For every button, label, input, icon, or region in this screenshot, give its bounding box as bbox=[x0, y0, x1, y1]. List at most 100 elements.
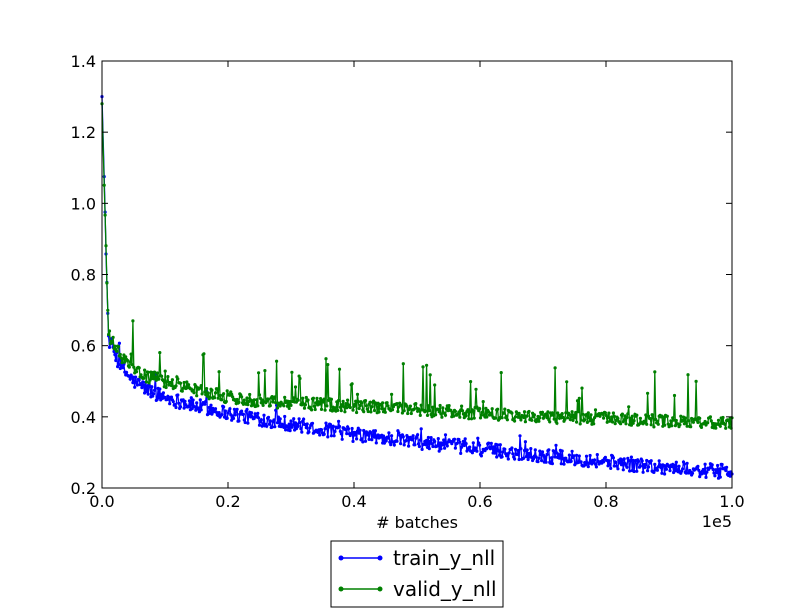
data-point-valid_y_nll bbox=[686, 373, 690, 377]
data-point-valid_y_nll bbox=[275, 359, 279, 363]
data-point-valid_y_nll bbox=[342, 405, 346, 409]
data-point-train_y_nll bbox=[652, 470, 656, 474]
data-point-valid_y_nll bbox=[255, 398, 259, 402]
data-point-train_y_nll bbox=[326, 435, 330, 439]
data-point-valid_y_nll bbox=[290, 370, 294, 374]
data-point-valid_y_nll bbox=[350, 382, 354, 386]
data-point-train_y_nll bbox=[717, 467, 722, 471]
data-point-train_y_nll bbox=[513, 457, 517, 461]
data-point-valid_y_nll bbox=[348, 405, 352, 410]
data-point-train_y_nll bbox=[458, 440, 462, 444]
data-point-train_y_nll bbox=[522, 448, 527, 453]
data-point-valid_y_nll bbox=[447, 404, 451, 408]
data-point-valid_y_nll bbox=[111, 335, 115, 339]
data-point-train_y_nll bbox=[515, 452, 519, 457]
data-point-train_y_nll bbox=[196, 406, 201, 410]
data-point-valid_y_nll bbox=[612, 414, 616, 418]
data-point-train_y_nll bbox=[187, 399, 192, 403]
data-point-train_y_nll bbox=[720, 462, 724, 467]
data-point-valid_y_nll bbox=[439, 412, 443, 416]
data-point-train_y_nll bbox=[584, 454, 589, 458]
data-point-valid_y_nll bbox=[144, 380, 148, 384]
data-point-train_y_nll bbox=[417, 444, 421, 449]
data-point-train_y_nll bbox=[247, 413, 251, 417]
data-point-train_y_nll bbox=[649, 459, 653, 463]
data-point-valid_y_nll bbox=[505, 414, 509, 418]
data-point-train_y_nll bbox=[557, 456, 562, 460]
data-point-valid_y_nll bbox=[449, 408, 453, 412]
data-point-train_y_nll bbox=[443, 446, 447, 450]
data-point-valid_y_nll bbox=[337, 398, 341, 403]
data-point-valid_y_nll bbox=[424, 409, 428, 413]
data-point-valid_y_nll bbox=[669, 419, 673, 423]
data-point-valid_y_nll bbox=[103, 213, 107, 217]
data-point-valid_y_nll bbox=[185, 380, 189, 384]
data-point-train_y_nll bbox=[682, 462, 687, 466]
data-point-train_y_nll bbox=[150, 385, 154, 389]
data-point-valid_y_nll bbox=[578, 422, 582, 426]
data-point-train_y_nll bbox=[157, 395, 161, 400]
data-point-valid_y_nll bbox=[665, 414, 669, 418]
data-point-train_y_nll bbox=[480, 450, 484, 454]
data-point-train_y_nll bbox=[429, 436, 433, 440]
data-point-valid_y_nll bbox=[469, 380, 473, 384]
legend-marker-valid-end bbox=[377, 586, 383, 592]
data-point-train_y_nll bbox=[463, 437, 467, 441]
data-point-train_y_nll bbox=[554, 443, 558, 447]
data-point-valid_y_nll bbox=[645, 422, 649, 426]
data-point-train_y_nll bbox=[171, 400, 175, 404]
data-point-valid_y_nll bbox=[575, 399, 580, 403]
data-point-valid_y_nll bbox=[500, 416, 504, 420]
data-point-train_y_nll bbox=[397, 431, 401, 435]
data-point-train_y_nll bbox=[233, 413, 237, 417]
data-point-valid_y_nll bbox=[147, 381, 151, 385]
data-point-valid_y_nll bbox=[560, 412, 564, 416]
data-point-train_y_nll bbox=[513, 447, 518, 451]
data-point-valid_y_nll bbox=[672, 393, 677, 398]
data-point-train_y_nll bbox=[245, 407, 249, 412]
data-point-valid_y_nll bbox=[619, 422, 623, 426]
data-point-train_y_nll bbox=[715, 471, 719, 475]
data-point-train_y_nll bbox=[443, 433, 448, 437]
data-point-valid_y_nll bbox=[257, 371, 261, 375]
x-tick-label: 0.4 bbox=[341, 492, 366, 511]
data-point-train_y_nll bbox=[628, 469, 632, 473]
data-point-train_y_nll bbox=[278, 417, 282, 421]
data-point-train_y_nll bbox=[166, 394, 170, 398]
data-point-train_y_nll bbox=[459, 451, 463, 455]
data-point-train_y_nll bbox=[557, 453, 561, 457]
data-point-train_y_nll bbox=[373, 429, 377, 433]
data-point-train_y_nll bbox=[496, 449, 501, 453]
data-point-train_y_nll bbox=[681, 467, 685, 471]
data-point-valid_y_nll bbox=[577, 396, 581, 400]
data-point-train_y_nll bbox=[168, 402, 172, 406]
data-point-train_y_nll bbox=[643, 465, 647, 469]
data-point-valid_y_nll bbox=[471, 409, 475, 413]
data-point-train_y_nll bbox=[243, 420, 247, 425]
data-point-train_y_nll bbox=[529, 447, 533, 451]
data-point-train_y_nll bbox=[445, 444, 449, 448]
legend: train_y_nll valid_y_nll bbox=[330, 540, 504, 608]
data-point-valid_y_nll bbox=[522, 415, 526, 420]
data-point-valid_y_nll bbox=[296, 398, 300, 402]
data-point-valid_y_nll bbox=[383, 410, 387, 414]
data-point-valid_y_nll bbox=[355, 410, 359, 415]
data-point-train_y_nll bbox=[249, 411, 254, 415]
data-point-train_y_nll bbox=[337, 424, 342, 429]
data-point-train_y_nll bbox=[537, 456, 541, 460]
data-point-valid_y_nll bbox=[312, 404, 316, 408]
data-point-train_y_nll bbox=[696, 464, 700, 468]
data-point-train_y_nll bbox=[602, 460, 606, 464]
data-point-train_y_nll bbox=[510, 446, 514, 450]
data-point-train_y_nll bbox=[550, 462, 555, 466]
data-point-valid_y_nll bbox=[266, 397, 271, 401]
data-point-train_y_nll bbox=[282, 425, 286, 429]
data-point-train_y_nll bbox=[191, 398, 195, 402]
data-point-valid_y_nll bbox=[453, 409, 457, 413]
data-point-valid_y_nll bbox=[625, 415, 629, 420]
data-point-valid_y_nll bbox=[288, 400, 292, 404]
data-point-valid_y_nll bbox=[261, 403, 265, 407]
data-point-train_y_nll bbox=[173, 403, 177, 407]
data-point-train_y_nll bbox=[299, 427, 303, 431]
